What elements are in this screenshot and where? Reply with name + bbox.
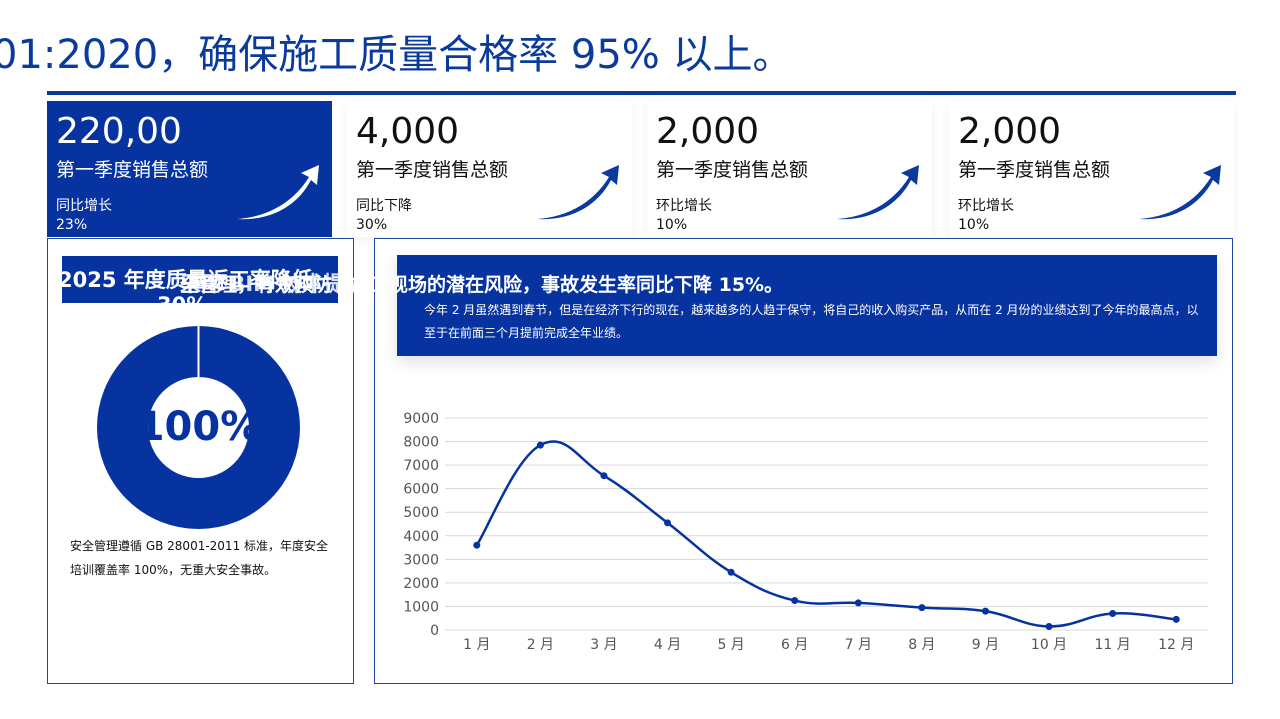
kpi-change-value: 30% [356, 217, 388, 233]
kpi-card-2: 4,000 第一季度销售总额 同比下降 30% [347, 101, 632, 237]
safety-title-sub: 30% [157, 291, 207, 305]
donut-value: 100% [136, 404, 261, 450]
x-tick-label: 8 月 [908, 637, 935, 653]
safety-title: 2025 年度质量返工率降低 [58, 268, 313, 292]
data-point [536, 441, 544, 449]
data-point [854, 599, 862, 607]
kpi-change-label: 同比增长 [56, 198, 112, 214]
y-tick-label: 3000 [403, 552, 439, 568]
x-tick-label: 12 月 [1158, 637, 1194, 653]
kpi-value: 2,000 [958, 111, 1062, 152]
kpi-change-label: 环比增长 [958, 198, 1014, 214]
kpi-value: 4,000 [356, 111, 460, 152]
data-point [1109, 610, 1117, 618]
kpi-label: 第一季度销售总额 [958, 159, 1111, 181]
x-tick-label: 10 月 [1031, 637, 1067, 653]
kpi-card-3: 2,000 第一季度销售总额 环比增长 10% [647, 101, 932, 237]
x-tick-label: 6 月 [781, 637, 808, 653]
x-tick-label: 11 月 [1094, 637, 1130, 653]
trend-arrow-icon [237, 165, 319, 220]
data-point [1045, 622, 1053, 630]
trend-arrow-icon [537, 165, 619, 220]
kpi-card-1: 220,00 第一季度销售总额 同比增长 23% [47, 101, 332, 237]
kpi-label: 第一季度销售总额 [356, 159, 509, 181]
x-tick-label: 2 月 [527, 637, 554, 653]
safety-title-bar [62, 256, 338, 303]
safety-panel [47, 238, 354, 684]
y-tick-label: 9000 [403, 411, 439, 427]
safety-description: 安全管理遵循 GB 28001-2011 标准，年度安全培训覆盖率 100%，无… [70, 539, 329, 577]
x-tick-label: 9 月 [972, 637, 999, 653]
kpi-value: 2,000 [656, 111, 760, 152]
banner-title: 全管理，有效预防了施工现场的潜在风险，事故发生率同比下降 15%。 [180, 274, 784, 296]
header-rule [47, 91, 1236, 95]
data-point [600, 472, 608, 480]
kpi-change-value: 23% [56, 217, 88, 233]
data-point [918, 604, 926, 612]
kpi-value: 220,00 [56, 111, 182, 152]
data-point [981, 607, 989, 615]
y-tick-label: 7000 [403, 458, 439, 474]
y-tick-label: 5000 [403, 505, 439, 521]
trend-arrow-icon [837, 165, 919, 220]
data-point [473, 541, 481, 549]
summary-banner [397, 255, 1217, 356]
kpi-change-label: 同比下降 [356, 198, 412, 214]
trend-arrow-icon [1139, 165, 1221, 220]
x-tick-label: 5 月 [717, 637, 744, 653]
x-tick-label: 3 月 [590, 637, 617, 653]
y-tick-label: 6000 [403, 482, 439, 498]
series-line [475, 440, 1177, 628]
data-point [727, 568, 735, 576]
kpi-change-value: 10% [958, 217, 990, 233]
banner-text: 今年 2 月虽然遇到春节，但是在经济下行的现在，越来越多的人趋于保守，将自己的收… [424, 303, 1199, 340]
data-point [664, 519, 672, 527]
kpi-label: 第一季度销售总额 [56, 159, 209, 181]
kpi-label: 第一季度销售总额 [656, 159, 809, 181]
y-tick-label: 0 [430, 623, 439, 639]
safety-title-overlay: 采用 BIM 技术提 [180, 272, 345, 296]
kpi-card-4: 2,000 第一季度销售总额 环比增长 10% [949, 101, 1234, 237]
monthly-line-chart: 0 1000 2000 3000 4000 5000 6000 7000 8000 9000 1 月… [403, 411, 1208, 653]
y-tick-label: 4000 [403, 529, 439, 545]
donut-chart [97, 325, 300, 529]
kpi-change-label: 环比增长 [656, 198, 712, 214]
y-tick-label: 1000 [403, 599, 439, 615]
y-tick-label: 8000 [403, 435, 439, 451]
y-tick-label: 2000 [403, 576, 439, 592]
x-tick-label: 4 月 [654, 637, 681, 653]
page-headline: 01:2020，确保施工质量合格率 95% 以上。 [0, 32, 793, 78]
data-point [791, 597, 799, 605]
x-tick-label: 7 月 [845, 637, 872, 653]
kpi-change-value: 10% [656, 217, 688, 233]
data-point [1172, 615, 1180, 623]
x-tick-label: 1 月 [463, 637, 490, 653]
